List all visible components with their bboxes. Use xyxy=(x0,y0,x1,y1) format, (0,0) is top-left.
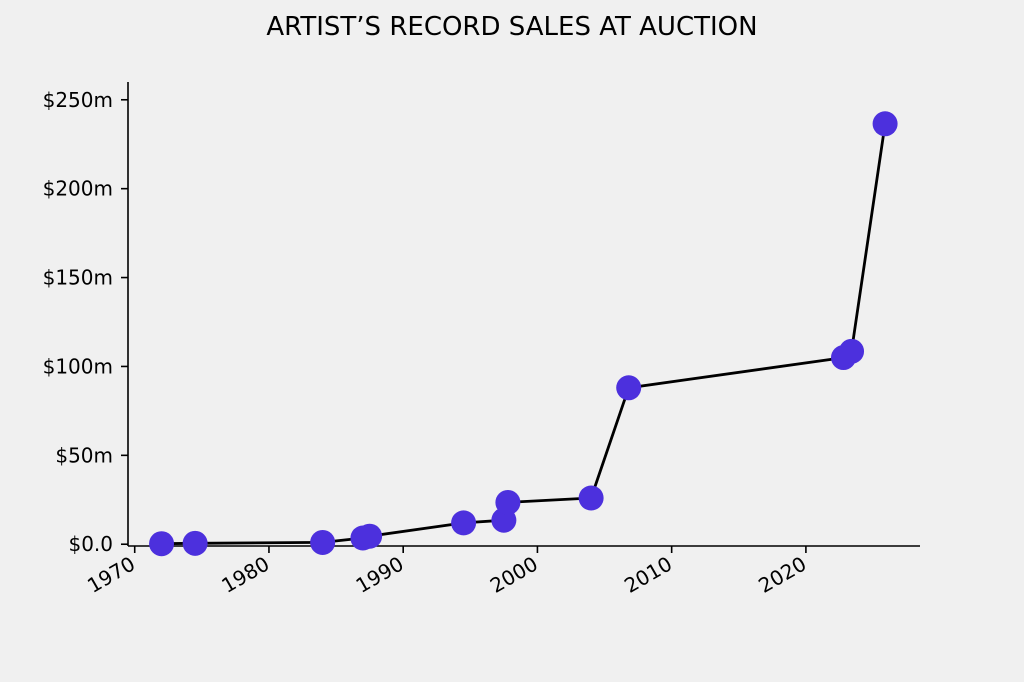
data-point xyxy=(149,531,175,557)
data-point xyxy=(310,529,336,555)
x-tick-label: 2020 xyxy=(754,552,810,598)
data-point xyxy=(182,530,208,556)
y-tick-label: $200m xyxy=(43,177,113,201)
x-tick-label: 1970 xyxy=(83,552,139,598)
y-tick-label: $150m xyxy=(43,266,113,290)
x-tick-label: 1990 xyxy=(352,552,408,598)
data-point xyxy=(578,485,604,511)
data-point xyxy=(839,338,865,364)
series-line xyxy=(161,123,887,546)
y-tick-label: $100m xyxy=(43,354,113,378)
y-tick-label: $50m xyxy=(55,443,113,467)
data-point xyxy=(616,375,642,401)
data-point xyxy=(495,489,521,515)
x-tick-label: 2010 xyxy=(620,552,676,598)
data-point xyxy=(451,510,477,536)
data-point xyxy=(357,523,383,549)
x-tick-label: 2000 xyxy=(486,552,542,598)
y-tick-label: $250m xyxy=(43,88,113,112)
series-layer xyxy=(149,111,898,557)
data-point xyxy=(872,111,898,137)
x-tick-label: 1980 xyxy=(217,552,273,598)
chart-title: ARTIST’S RECORD SALES AT AUCTION xyxy=(266,12,757,42)
y-tick-label: $0.0 xyxy=(68,532,113,556)
